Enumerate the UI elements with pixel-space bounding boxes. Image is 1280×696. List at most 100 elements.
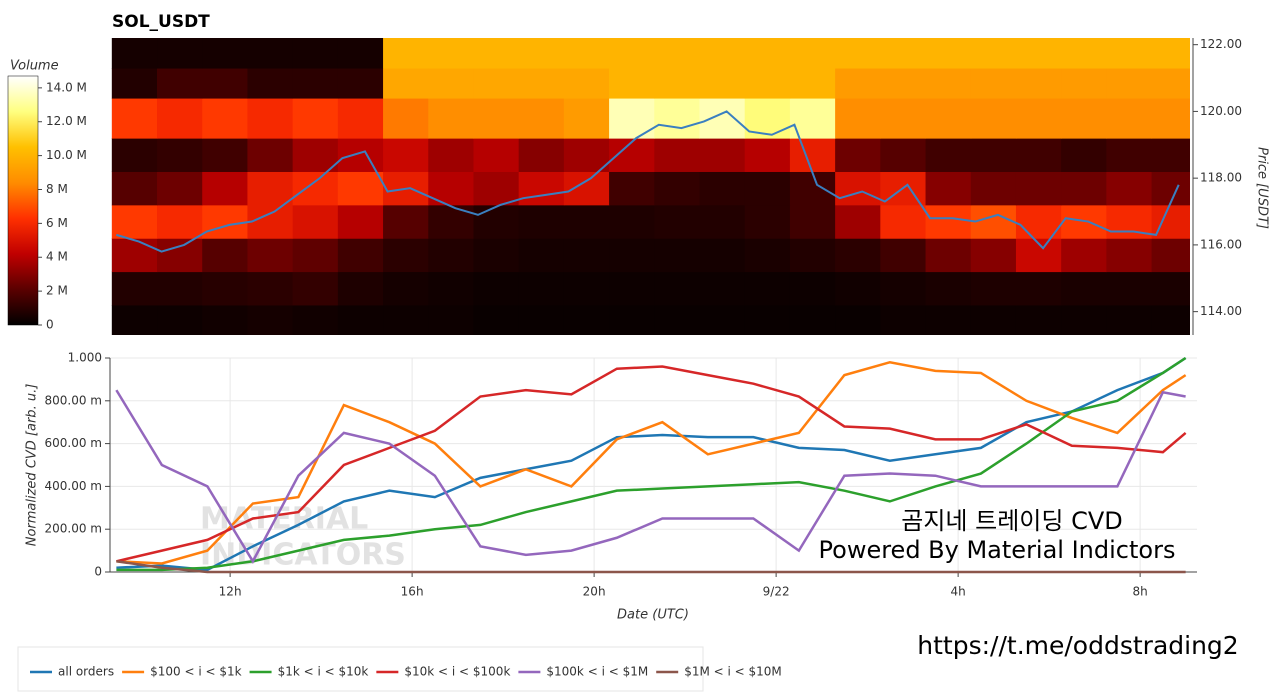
- heatmap-cell: [1151, 304, 1190, 335]
- heatmap-cell: [518, 171, 565, 206]
- heatmap-cell: [789, 38, 836, 69]
- heatmap-cell: [1106, 38, 1153, 69]
- colorbar-tick-label: 10.0 M: [46, 148, 87, 162]
- heatmap-cell: [383, 98, 429, 139]
- heatmap-cell: [1061, 171, 1107, 206]
- heatmap-cell: [428, 238, 474, 273]
- heatmap-cell: [880, 304, 927, 335]
- heatmap-cell: [925, 204, 972, 239]
- heatmap-cell: [337, 38, 384, 69]
- heatmap-cell: [1151, 38, 1190, 69]
- heatmap-cell: [970, 68, 1017, 99]
- heatmap-cell: [654, 68, 701, 99]
- heatmap-cell: [563, 38, 610, 69]
- heatmap-cell: [789, 238, 836, 273]
- heatmap-cell: [202, 171, 248, 206]
- heatmap-cell: [202, 304, 248, 335]
- heatmap-cell: [880, 68, 927, 99]
- x-tick-label: 12h: [219, 585, 242, 599]
- colorbar-tick-label: 8 M: [46, 182, 68, 196]
- heatmap-cell: [202, 238, 248, 273]
- heatmap-cell: [970, 38, 1017, 69]
- y2-tick-label: 118.00: [1200, 171, 1242, 185]
- heatmap-cell: [699, 304, 746, 335]
- heatmap-cell: [337, 98, 384, 139]
- annotation: Powered By Material Indictors: [819, 536, 1176, 564]
- heatmap-cell: [789, 68, 836, 99]
- heatmap-cell: [518, 271, 565, 306]
- heatmap-cell: [473, 138, 520, 172]
- heatmap-cell: [744, 68, 791, 99]
- heatmap-cell: [518, 238, 565, 273]
- heatmap-cell: [292, 138, 339, 172]
- heatmap-cell: [609, 98, 655, 139]
- heatmap-cell: [292, 304, 339, 335]
- heatmap-cell: [699, 238, 746, 273]
- legend-label: $1k < i < $10k: [278, 665, 369, 679]
- heatmap-cell: [744, 171, 791, 206]
- heatmap-cell: [202, 98, 248, 139]
- heatmap-cell: [880, 271, 927, 306]
- heatmap-cell: [1106, 171, 1153, 206]
- colorbar-tick-label: 14.0 M: [46, 80, 87, 94]
- heatmap-cell: [699, 38, 746, 69]
- heatmap-cell: [654, 98, 701, 139]
- heatmap-cell: [383, 68, 429, 99]
- heatmap-cell: [383, 238, 429, 273]
- heatmap-cell: [970, 271, 1017, 306]
- heatmap-cell: [654, 171, 701, 206]
- heatmap-cell: [1151, 98, 1190, 139]
- heatmap-cell: [1106, 138, 1153, 172]
- heatmap-cell: [699, 68, 746, 99]
- heatmap-cell: [925, 138, 972, 172]
- heatmap-cell: [654, 38, 701, 69]
- y2-tick-label: 116.00: [1200, 237, 1242, 251]
- heatmap-cell: [744, 38, 791, 69]
- heatmap-cell: [518, 98, 565, 139]
- heatmap-cell: [1106, 238, 1153, 273]
- colorbar-tick-label: 4 M: [46, 250, 68, 264]
- heatmap-cell: [428, 138, 474, 172]
- heatmap-cell: [111, 138, 158, 172]
- heatmap-cell: [699, 171, 746, 206]
- heatmap-cell: [925, 171, 972, 206]
- heatmap-cell: [880, 238, 927, 273]
- heatmap-cell: [428, 98, 474, 139]
- price-line: [116, 110, 1180, 253]
- heatmap-cell: [111, 171, 158, 206]
- heatmap-cell: [609, 304, 655, 335]
- heatmap-cell: [970, 98, 1017, 139]
- cvd-line: [116, 356, 1187, 572]
- heatmap-cell: [835, 204, 881, 239]
- heatmap-cell: [1015, 38, 1062, 69]
- y2-tick-label: 114.00: [1200, 304, 1242, 318]
- heatmap-cell: [925, 38, 972, 69]
- heatmap-cell: [970, 238, 1017, 273]
- heatmap-cell: [247, 171, 294, 206]
- heatmap-cell: [247, 98, 294, 139]
- heatmap-cell: [835, 238, 881, 273]
- heatmap-cell: [654, 238, 701, 273]
- heatmap-cell: [1061, 98, 1107, 139]
- heatmap-cell: [563, 138, 610, 172]
- heatmap-cell: [789, 138, 836, 172]
- heatmap-cell: [157, 271, 203, 306]
- heatmap-cell: [518, 68, 565, 99]
- heatmap-cell: [202, 38, 248, 69]
- y-tick-label: 1.000: [68, 351, 102, 365]
- heatmap-cell: [473, 68, 520, 99]
- footer-link[interactable]: https://t.me/oddstrading2: [917, 631, 1238, 660]
- heatmap-cell: [744, 271, 791, 306]
- heatmap-cell: [473, 204, 520, 239]
- heatmap-cell: [111, 271, 158, 306]
- cvd-line: [116, 356, 1187, 572]
- heatmap-cell: [1106, 304, 1153, 335]
- heatmap-cell: [925, 304, 972, 335]
- heatmap-cell: [518, 138, 565, 172]
- heatmap-cell: [428, 271, 474, 306]
- x-axis-label: Date (UTC): [617, 608, 689, 623]
- heatmap-cell: [563, 304, 610, 335]
- heatmap-cell: [473, 271, 520, 306]
- heatmap-cell: [473, 98, 520, 139]
- heatmap-cell: [925, 68, 972, 99]
